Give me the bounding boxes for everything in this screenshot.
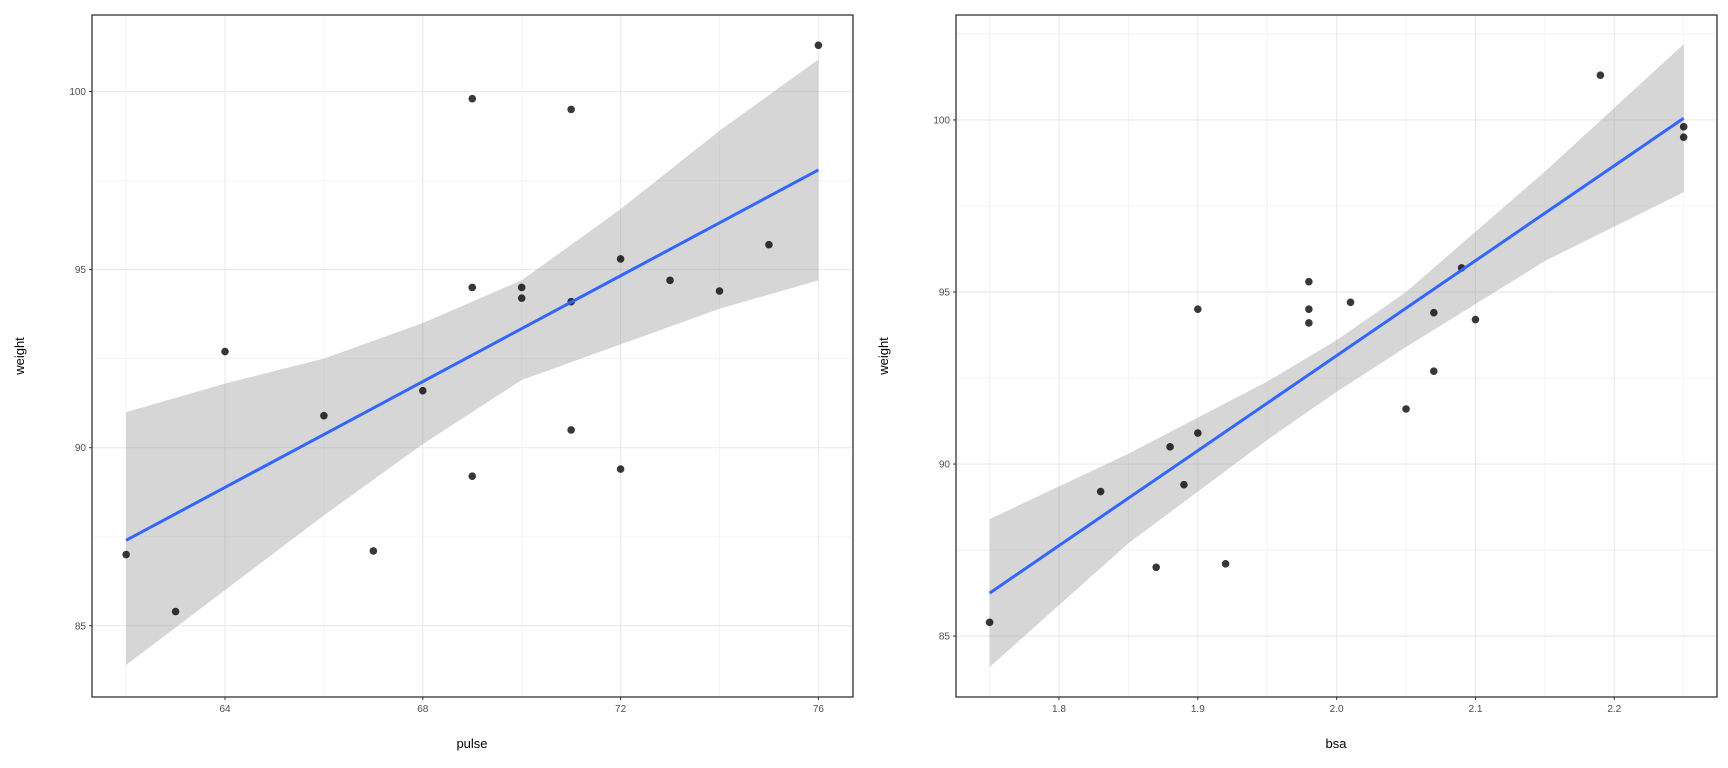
data-point (369, 547, 378, 555)
data-point (1430, 367, 1438, 375)
data-point (1430, 308, 1438, 317)
x-tick-label: 72 (615, 704, 627, 715)
y-tick-label: 95 (75, 265, 87, 276)
y-tick-label: 85 (75, 621, 87, 632)
bsa-weight-panel: 1.8 1.9 2.0 2.1 2.2 85 90 95 100 (933, 14, 1718, 715)
data-point (1596, 71, 1605, 80)
data-point (1221, 560, 1230, 568)
data-point (1305, 305, 1313, 314)
x-tick-label: 68 (417, 704, 429, 715)
data-point (1471, 315, 1480, 324)
data-point (1679, 123, 1688, 131)
y-tick-label: 85 (939, 632, 951, 643)
data-point (567, 426, 575, 434)
data-point (1194, 305, 1202, 314)
x-axis-title-pulse: pulse (456, 736, 487, 751)
data-point (468, 472, 477, 480)
x-axis-title-bsa: bsa (1326, 736, 1348, 751)
data-point (567, 105, 575, 114)
data-point (666, 276, 674, 285)
data-point (419, 386, 427, 395)
data-point (1166, 443, 1174, 451)
y-tick-label: 90 (75, 443, 87, 454)
data-point (616, 465, 625, 473)
data-point (517, 294, 526, 302)
regression-line (125, 168, 820, 542)
data-point (1305, 319, 1313, 327)
data-point (715, 287, 724, 295)
y-tick-label: 95 (939, 287, 951, 298)
regression-line (988, 116, 1685, 595)
data-point (1096, 487, 1105, 496)
data-point (122, 550, 130, 559)
y-tick-label: 100 (69, 87, 86, 98)
y-tick-label: 90 (939, 460, 951, 471)
data-point (221, 347, 229, 356)
panel-border (91, 14, 854, 698)
x-tick-label: 1.9 (1191, 704, 1205, 715)
data-point (814, 41, 823, 50)
x-tick-label: 2.0 (1330, 704, 1344, 715)
data-point (517, 283, 526, 292)
x-tick-label: 64 (219, 704, 231, 715)
data-point (1305, 277, 1313, 286)
data-point (616, 255, 625, 263)
x-tick-label: 76 (813, 704, 825, 715)
data-point (171, 607, 180, 616)
y-axis-title-weight-right: weight (876, 337, 891, 376)
data-point (765, 240, 773, 249)
x-tick-label: 2.1 (1469, 704, 1483, 715)
y-tick-label: 100 (933, 115, 950, 126)
confidence-band (126, 59, 819, 665)
data-point (320, 411, 328, 420)
pulse-weight-panel: 64 68 72 76 85 90 95 100 (69, 14, 854, 715)
data-point (468, 283, 477, 292)
data-point (1402, 405, 1410, 413)
x-tick-label: 1.8 (1052, 704, 1066, 715)
data-point (1194, 429, 1202, 437)
data-point (1679, 133, 1688, 141)
x-tick-label: 2.2 (1607, 704, 1621, 715)
data-point (468, 94, 477, 103)
y-axis-title-weight-left: weight (12, 337, 27, 376)
data-point (1180, 480, 1188, 489)
data-point (985, 618, 994, 627)
data-point (1346, 298, 1355, 307)
data-point (1152, 563, 1160, 572)
